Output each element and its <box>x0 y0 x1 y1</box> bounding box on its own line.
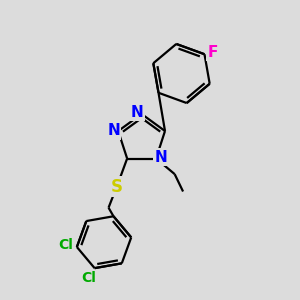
Text: N: N <box>107 124 120 139</box>
Text: F: F <box>208 45 218 60</box>
Text: N: N <box>131 105 143 120</box>
Text: N: N <box>154 149 167 164</box>
Text: S: S <box>111 178 123 196</box>
Text: Cl: Cl <box>58 238 73 253</box>
Text: Cl: Cl <box>81 271 96 285</box>
